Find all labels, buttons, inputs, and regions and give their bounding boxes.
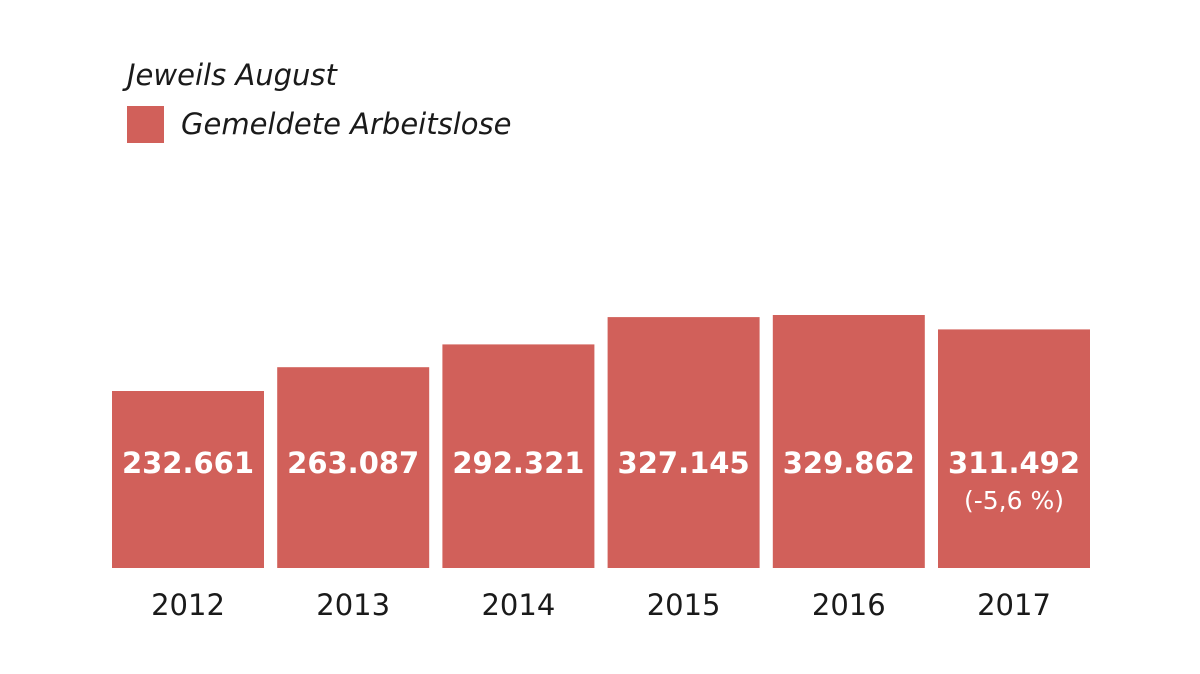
bar-2014 [442,344,595,568]
bar-2016 [772,315,925,568]
x-tick-label-2017: 2017 [977,588,1051,622]
bar-2015 [607,317,760,568]
legend-label: Gemeldete Arbeitslose [181,107,512,141]
x-tick-label-2016: 2016 [812,588,886,622]
x-tick-label-2013: 2013 [316,588,390,622]
bar-value-label-2015: 327.145 [618,446,750,480]
bar-2017 [938,329,1090,568]
x-tick-label-2014: 2014 [481,588,555,622]
bar-value-label-2013: 263.087 [287,446,419,480]
legend: Gemeldete Arbeitslose [127,103,511,145]
legend-swatch [127,105,164,143]
x-tick-label-2012: 2012 [151,588,225,622]
bar-change-label-2017: (-5,6 %) [964,486,1064,515]
bar-value-label-2014: 292.321 [452,446,584,480]
bar-value-label-2017: 311.492 [948,446,1080,480]
bar-2013 [277,367,430,568]
bar-value-label-2012: 232.661 [122,446,254,480]
x-tick-label-2015: 2015 [647,588,721,622]
bar-value-label-2016: 329.862 [783,446,915,480]
bar-2012 [112,391,264,568]
chart-subtitle: Jeweils August [127,58,337,92]
